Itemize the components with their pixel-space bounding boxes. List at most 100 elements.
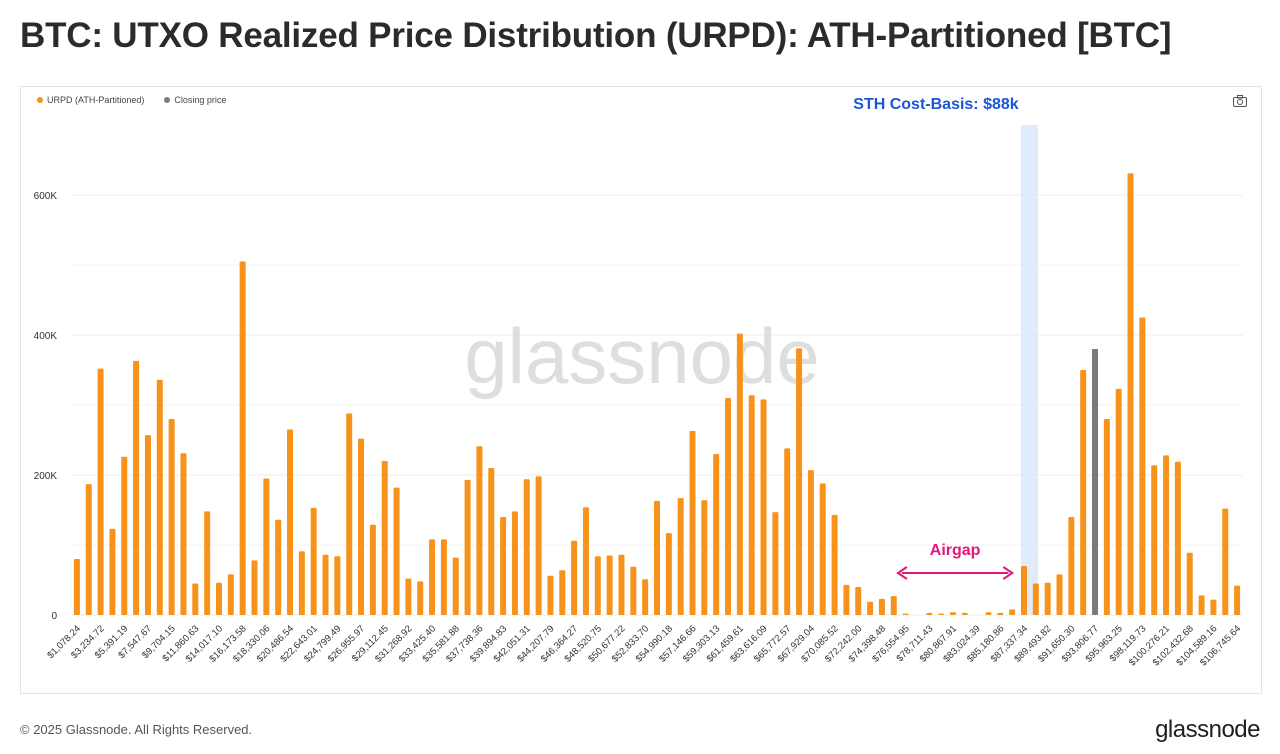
bar-urpd[interactable] [1032, 583, 1039, 616]
bar-urpd[interactable] [192, 583, 199, 616]
bar-urpd[interactable] [275, 519, 282, 615]
bar-urpd[interactable] [961, 612, 968, 615]
bar-urpd[interactable] [1127, 173, 1134, 616]
bar-urpd[interactable] [1234, 585, 1241, 615]
bar-urpd[interactable] [369, 524, 376, 615]
bar-urpd[interactable] [1103, 419, 1110, 615]
bar-urpd[interactable] [665, 533, 672, 615]
bar-urpd[interactable] [713, 454, 720, 615]
bar-urpd[interactable] [819, 483, 826, 615]
bar-urpd[interactable] [606, 555, 613, 616]
bar-urpd[interactable] [156, 379, 163, 615]
bar-urpd[interactable] [807, 470, 814, 615]
bar-urpd[interactable] [997, 612, 1004, 615]
bar-urpd[interactable] [440, 539, 447, 615]
bar-closing-price[interactable] [1092, 349, 1099, 615]
bar-urpd[interactable] [748, 395, 755, 615]
bar-urpd[interactable] [429, 539, 436, 615]
bar-urpd[interactable] [949, 612, 956, 615]
bar-urpd[interactable] [559, 570, 566, 615]
bar-urpd[interactable] [1163, 455, 1170, 615]
bar-urpd[interactable] [310, 507, 317, 615]
bar-urpd[interactable] [1115, 388, 1122, 615]
bar-urpd[interactable] [760, 399, 767, 615]
bar-urpd[interactable] [263, 478, 270, 616]
bar-urpd[interactable] [144, 435, 151, 615]
bar-urpd[interactable] [334, 556, 341, 615]
bar-urpd[interactable] [867, 601, 874, 615]
bar-urpd[interactable] [204, 511, 211, 615]
bar-urpd[interactable] [1186, 552, 1193, 615]
bar-urpd[interactable] [322, 554, 329, 615]
bar-urpd[interactable] [500, 517, 507, 615]
bar-urpd[interactable] [405, 578, 412, 615]
bar-urpd[interactable] [535, 476, 542, 615]
bar-urpd[interactable] [239, 261, 246, 616]
legend-item-urpd[interactable]: URPD (ATH-Partitioned) [37, 95, 144, 105]
legend-item-closing-price[interactable]: Closing price [164, 95, 226, 105]
bar-urpd[interactable] [346, 413, 353, 615]
bar-urpd[interactable] [1020, 566, 1027, 615]
bar-urpd[interactable] [878, 598, 885, 615]
bar-urpd[interactable] [1056, 574, 1063, 615]
bar-urpd[interactable] [1210, 599, 1217, 615]
bar-urpd[interactable] [582, 507, 589, 615]
bar-urpd[interactable] [594, 556, 601, 615]
bar-urpd[interactable] [1080, 370, 1087, 615]
bar-urpd[interactable] [358, 438, 365, 615]
bar-urpd[interactable] [831, 514, 838, 615]
bar-urpd[interactable] [938, 613, 945, 615]
bar-urpd[interactable] [393, 487, 400, 615]
bar-urpd[interactable] [476, 446, 483, 615]
bar-urpd[interactable] [701, 500, 708, 615]
bar-urpd[interactable] [180, 453, 187, 615]
bar-urpd[interactable] [1151, 465, 1158, 615]
bar-urpd[interactable] [215, 582, 222, 615]
bar-urpd[interactable] [168, 419, 175, 615]
bar-urpd[interactable] [488, 468, 495, 615]
bar-urpd[interactable] [642, 579, 649, 615]
bar-urpd[interactable] [902, 613, 909, 615]
bar-urpd[interactable] [511, 511, 518, 615]
bar-urpd[interactable] [1068, 517, 1075, 615]
bar-urpd[interactable] [1174, 461, 1181, 615]
bar-urpd[interactable] [1044, 582, 1051, 615]
bar-urpd[interactable] [227, 574, 234, 615]
bar-urpd[interactable] [618, 554, 625, 615]
bar-urpd[interactable] [298, 551, 305, 615]
bar-urpd[interactable] [985, 612, 992, 615]
bar-urpd[interactable] [784, 448, 791, 615]
bar-urpd[interactable] [417, 581, 424, 615]
bar-urpd[interactable] [1222, 508, 1229, 615]
bar-urpd[interactable] [725, 398, 732, 615]
bar-urpd[interactable] [855, 587, 862, 615]
bar-urpd[interactable] [287, 429, 294, 616]
bar-urpd[interactable] [843, 584, 850, 615]
bar-urpd[interactable] [890, 596, 897, 615]
bar-urpd[interactable] [1139, 317, 1146, 616]
bar-urpd[interactable] [736, 333, 743, 615]
bar-urpd[interactable] [97, 368, 104, 615]
bar-urpd[interactable] [571, 540, 578, 615]
camera-icon[interactable] [1233, 95, 1247, 107]
bar-urpd[interactable] [677, 498, 684, 615]
bar-urpd[interactable] [630, 566, 637, 615]
bar-urpd[interactable] [1198, 595, 1205, 615]
bar-urpd[interactable] [85, 484, 92, 615]
chart-svg[interactable]: glassnode 0 200K 400K 600K $1,078.24$3,234.… [21, 87, 1263, 695]
bar-urpd[interactable] [121, 456, 128, 615]
bar-urpd[interactable] [654, 500, 660, 615]
bar-urpd[interactable] [381, 461, 388, 615]
bar-urpd[interactable] [523, 479, 530, 615]
bar-urpd[interactable] [796, 348, 803, 615]
bar-urpd[interactable] [772, 512, 779, 615]
bar-urpd[interactable] [689, 430, 696, 615]
bar-urpd[interactable] [251, 560, 258, 615]
bar-urpd[interactable] [133, 360, 140, 615]
bar-urpd[interactable] [109, 528, 116, 615]
bar-urpd[interactable] [464, 479, 471, 615]
bar-urpd[interactable] [452, 557, 459, 615]
bar-urpd[interactable] [926, 612, 933, 615]
footer-logo[interactable]: glassnode [1155, 716, 1260, 743]
bar-urpd[interactable] [1009, 609, 1016, 615]
